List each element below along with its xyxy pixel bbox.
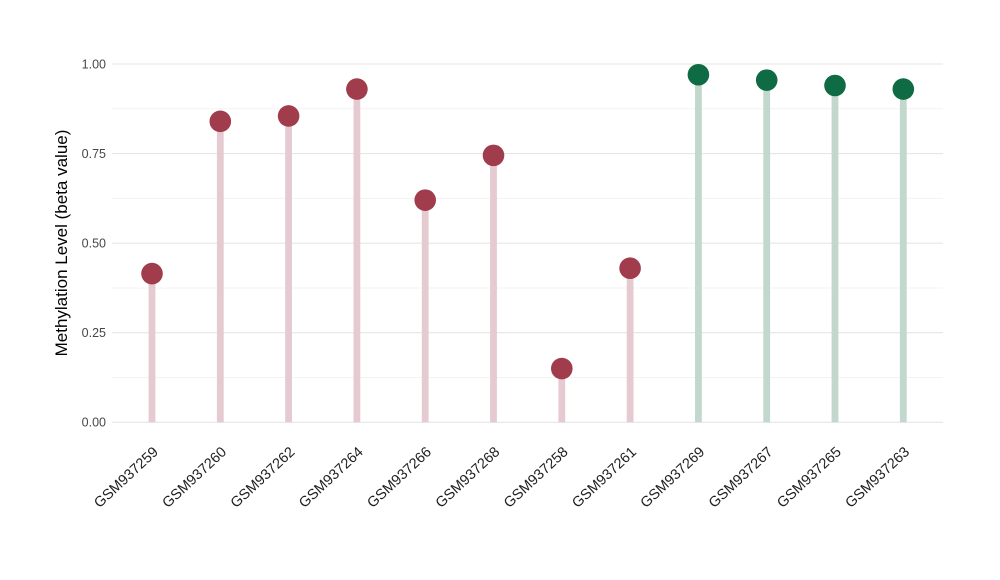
lollipop-dot	[346, 78, 368, 100]
x-tick-label: GSM937268	[433, 444, 503, 511]
x-tick-label: GSM937261	[569, 444, 639, 511]
x-tick-label: GSM937267	[706, 444, 776, 511]
x-tick-label: GSM937260	[160, 444, 230, 511]
lollipop-dot	[892, 78, 915, 100]
stem-layer	[148, 74, 907, 423]
lollipop-dot	[551, 357, 573, 380]
x-tick-label: GSM937259	[91, 444, 161, 511]
dot-layer	[141, 63, 915, 380]
axis-layer: 0.000.250.500.751.00GSM937259GSM937260GS…	[82, 57, 913, 511]
x-tick-label: GSM937258	[501, 444, 571, 511]
y-tick-label: 1.00	[82, 57, 106, 71]
x-tick-label: GSM937269	[638, 444, 708, 511]
x-tick-label: GSM937264	[296, 444, 366, 511]
lollipop-dot	[414, 189, 437, 211]
x-tick-label: GSM937263	[843, 444, 913, 511]
lollipop-dot	[755, 69, 778, 91]
y-tick-label: 0.50	[82, 236, 106, 250]
x-tick-label: GSM937265	[774, 444, 844, 511]
lollipop-dot	[619, 257, 641, 280]
lollipop-dot	[824, 74, 846, 97]
x-tick-label: GSM937266	[364, 444, 434, 511]
lollipop-dot	[482, 144, 505, 167]
y-tick-label: 0.00	[82, 416, 106, 430]
grid-layer	[112, 63, 943, 423]
lollipop-dot	[209, 110, 232, 133]
lollipop-dot	[141, 262, 163, 285]
lollipop-dot	[277, 105, 300, 127]
y-tick-label: 0.25	[82, 326, 106, 340]
x-tick-label: GSM937262	[228, 444, 298, 511]
y-axis-title: Methylation Level (beta value)	[52, 130, 71, 357]
lollipop-dot	[687, 63, 710, 86]
y-tick-label: 0.75	[82, 147, 106, 161]
